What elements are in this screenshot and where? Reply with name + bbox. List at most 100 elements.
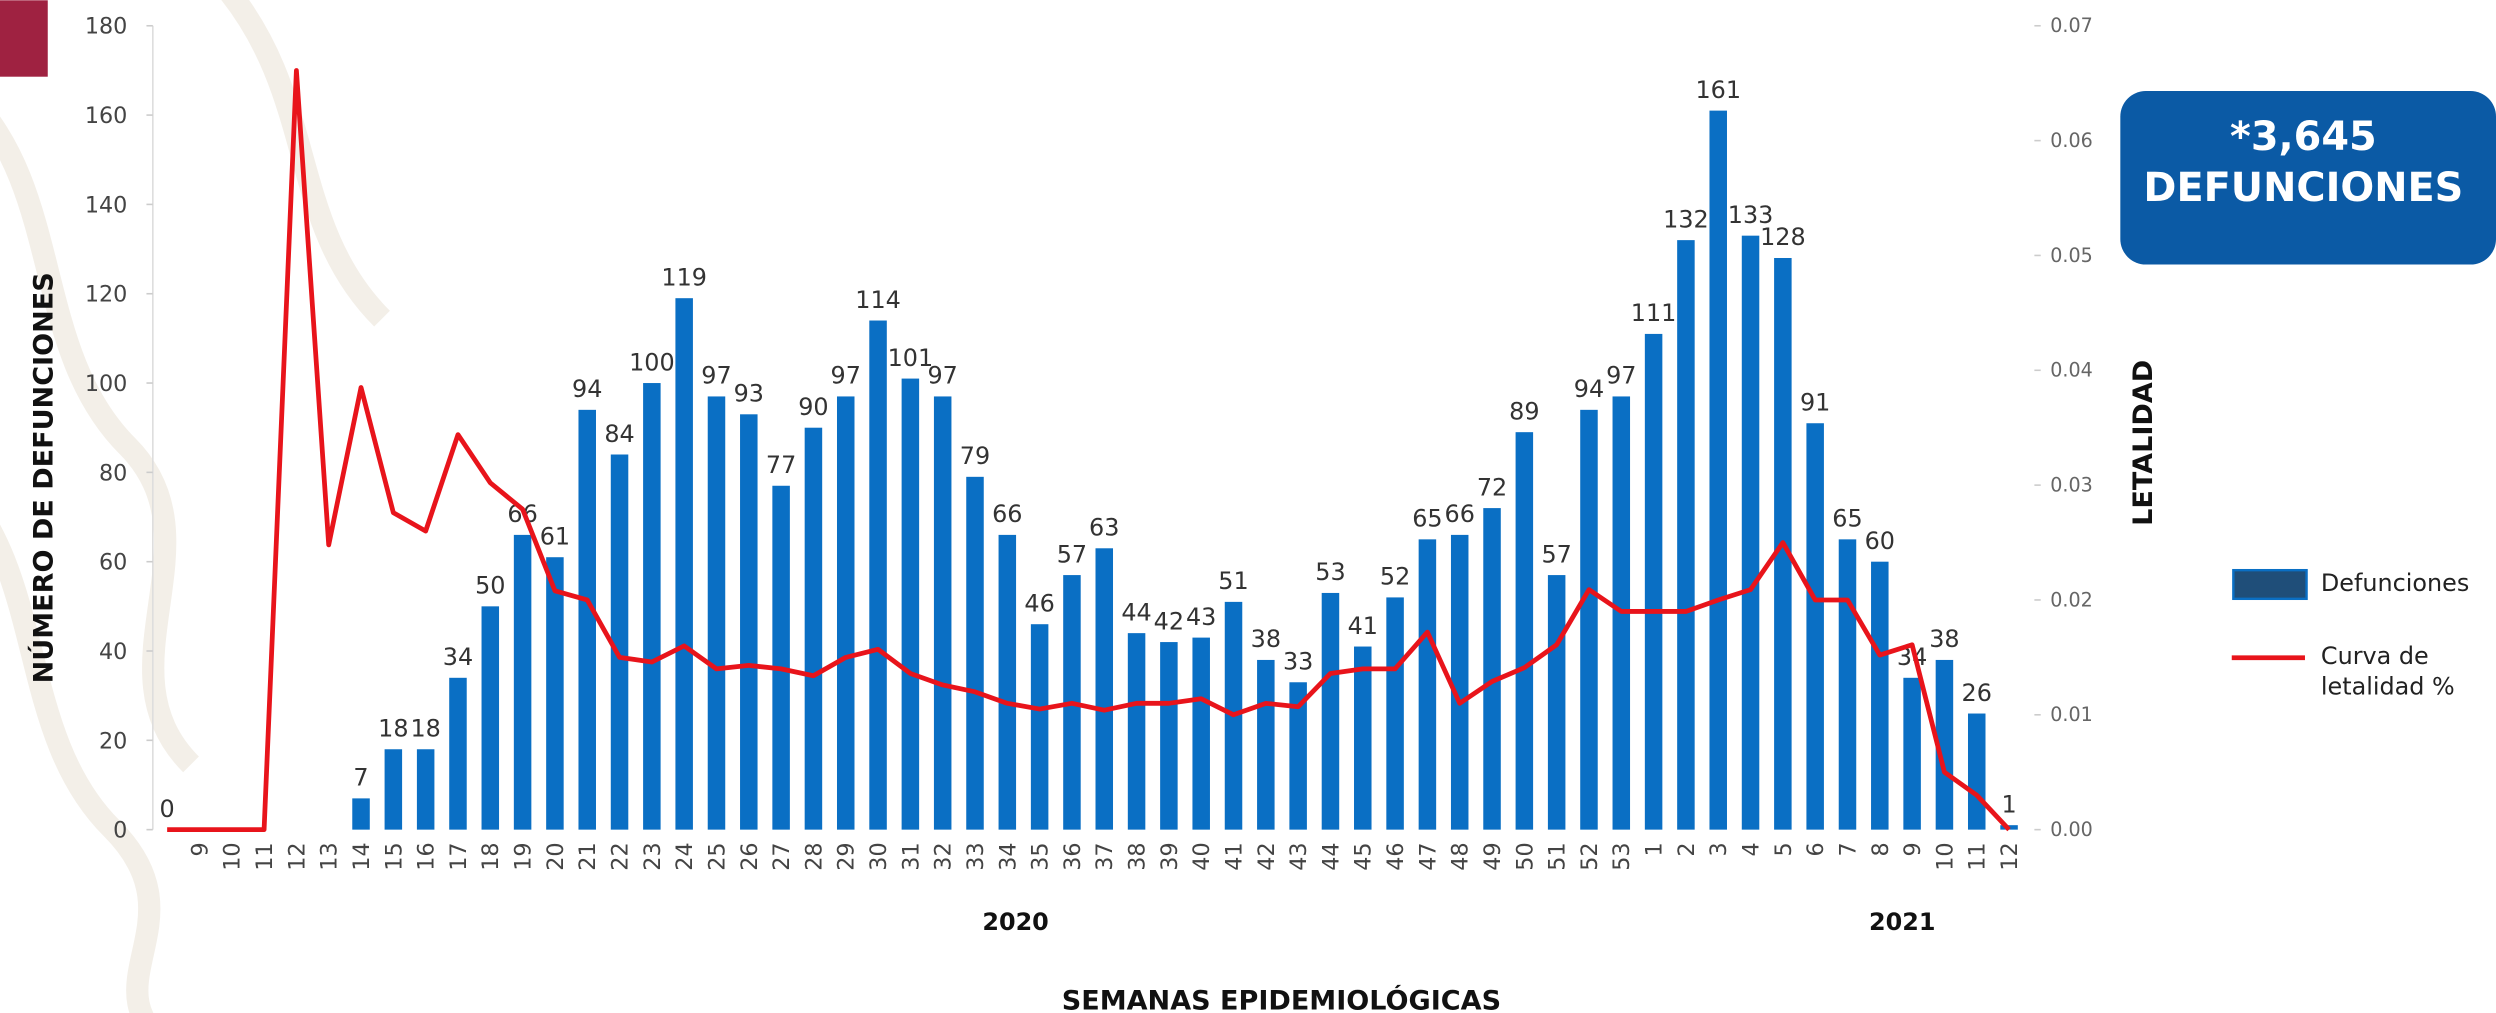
- value-label: 46: [1024, 589, 1054, 617]
- value-label: 101: [888, 344, 934, 372]
- x-tick-label: 29: [834, 842, 860, 870]
- value-label: 26: [1962, 679, 1992, 707]
- y2-tick-label: 0.02: [2050, 588, 2093, 611]
- bar: [1386, 597, 1404, 829]
- x-tick-label: 39: [1157, 842, 1183, 870]
- bar: [772, 486, 790, 830]
- x-tick-label: 32: [931, 842, 957, 870]
- value-label: 51: [1218, 567, 1248, 595]
- x-tick-label: 48: [1448, 842, 1474, 870]
- x-tick-label: 7: [1835, 842, 1861, 856]
- value-label: 119: [661, 263, 707, 291]
- bar: [966, 477, 984, 830]
- bar: [1160, 642, 1178, 830]
- y2-tick-label: 0.06: [2050, 129, 2093, 152]
- value-label: 93: [734, 380, 764, 408]
- value-label: 77: [766, 451, 796, 479]
- x-tick-label: 19: [511, 842, 537, 870]
- bar: [643, 383, 661, 830]
- bar: [352, 798, 370, 829]
- page: {"chart_data":{"type":"bar", "y_label":"…: [0, 0, 2496, 1013]
- x-tick-label: 3: [1706, 842, 1732, 856]
- bar: [417, 749, 435, 829]
- x-tick-label: 1: [1642, 842, 1668, 856]
- x-tick-label: 41: [1221, 842, 1247, 870]
- value-label: 34: [443, 643, 473, 671]
- legend-label: Curva de letalidad %: [2321, 642, 2467, 702]
- bar: [934, 396, 952, 829]
- value-label: 128: [1760, 223, 1806, 251]
- value-label: 50: [475, 572, 505, 600]
- y-tick-label: 60: [99, 550, 127, 576]
- bar: [1257, 660, 1275, 830]
- value-label: 97: [1606, 362, 1636, 390]
- value-label: 114: [855, 286, 901, 314]
- value-label: 44: [1121, 598, 1151, 626]
- value-label: 79: [960, 442, 990, 470]
- x-tick-label: 11: [252, 842, 278, 870]
- value-label: 161: [1695, 76, 1741, 104]
- bar: [385, 749, 403, 829]
- x-tick-label: 9: [187, 842, 213, 856]
- bar: [708, 396, 726, 829]
- value-label: 52: [1380, 563, 1410, 591]
- bar: [740, 414, 758, 829]
- x-tick-label: 46: [1383, 842, 1409, 870]
- y-tick-label: 40: [99, 639, 127, 665]
- x-tick-label: 15: [381, 842, 407, 870]
- x-tick-label: 28: [801, 842, 827, 870]
- x-tick-label: 30: [866, 842, 892, 870]
- x-tick-label: 5: [1771, 842, 1797, 856]
- bar: [1419, 539, 1437, 829]
- y-tick-label: 120: [85, 282, 128, 308]
- x-tick-label: 49: [1480, 842, 1506, 870]
- y2-axis-title: LETALIDAD: [2128, 360, 2159, 526]
- x-tick-label: 44: [1318, 842, 1344, 870]
- x-tick-label: 27: [769, 842, 795, 870]
- x-tick-label: 38: [1125, 842, 1151, 870]
- x-tick-label: 53: [1609, 842, 1635, 870]
- value-label: 0: [160, 795, 175, 823]
- value-label: 38: [1251, 625, 1281, 653]
- corner-mark: [0, 0, 48, 76]
- x-tick-label: 33: [963, 842, 989, 870]
- bar: [1677, 240, 1695, 830]
- bar: [1322, 593, 1340, 830]
- bar: [482, 606, 500, 829]
- x-tick-label: 40: [1189, 842, 1215, 870]
- x-tick-label: 43: [1286, 842, 1312, 870]
- bar: [869, 321, 887, 830]
- y-tick-label: 0: [113, 818, 127, 844]
- legend-swatch: [2233, 570, 2306, 599]
- y2-tick-label: 0.07: [2050, 14, 2093, 37]
- x-tick-label: 13: [317, 842, 343, 870]
- y-tick-label: 100: [85, 371, 128, 397]
- y2-tick-label: 0.00: [2050, 818, 2093, 841]
- bar: [1968, 714, 1986, 830]
- year-label: 2021: [1869, 908, 1935, 936]
- x-tick-label: 17: [446, 842, 472, 870]
- bar: [546, 557, 564, 829]
- x-tick-label: 9: [1900, 842, 1926, 856]
- bar: [999, 535, 1017, 830]
- bar: [1871, 562, 1889, 830]
- y2-tick-label: 0.04: [2050, 359, 2093, 382]
- legend-item: Defunciones: [2321, 569, 2496, 649]
- x-tick-label: 22: [608, 842, 634, 870]
- bar: [1128, 633, 1146, 830]
- value-label: 57: [1541, 540, 1571, 568]
- x-tick-label: 36: [1060, 842, 1086, 870]
- x-tick-label: 26: [737, 842, 763, 870]
- bar: [1516, 432, 1534, 829]
- x-tick-label: 35: [1028, 842, 1054, 870]
- x-tick-label: 37: [1092, 842, 1118, 870]
- value-label: 94: [572, 375, 602, 403]
- bar: [1903, 678, 1921, 830]
- value-label: 1: [2001, 790, 2016, 818]
- bar: [1548, 575, 1566, 830]
- y-axis-title: NÚMERO DE DEFUNCIONES: [28, 272, 60, 683]
- x-tick-label: 51: [1545, 842, 1571, 870]
- x-tick-label: 10: [1932, 842, 1958, 870]
- value-label: 94: [1574, 375, 1604, 403]
- chart: NÚMERO DE DEFUNCIONES LETALIDAD SEMANAS …: [0, 0, 2496, 1013]
